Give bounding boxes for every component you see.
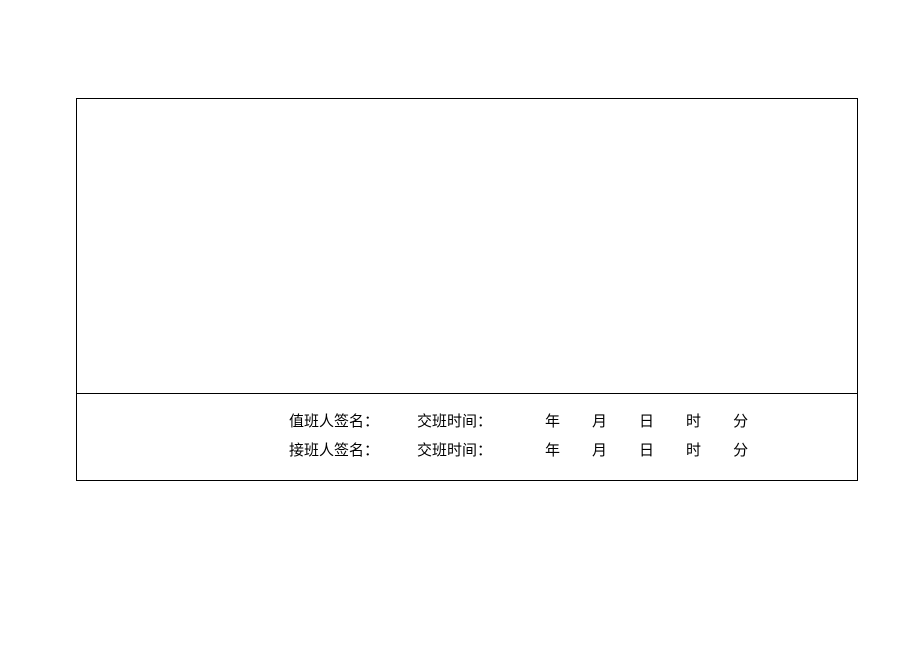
- handover-time-label-1: 交班时间：: [417, 415, 517, 430]
- hour-unit: 时: [666, 444, 713, 459]
- month-unit: 月: [572, 444, 619, 459]
- year-unit: 年: [517, 444, 572, 459]
- date-parts-1: 年 月 日 时 分: [517, 415, 760, 430]
- day-unit: 日: [619, 444, 666, 459]
- month-unit: 月: [572, 415, 619, 430]
- notes-area: [77, 99, 857, 394]
- date-parts-2: 年 月 日 时 分: [517, 444, 760, 459]
- duty-log-form: 值班人签名： 交班时间： 年 月 日 时 分 接班人签名： 交班时间： 年 月 …: [76, 98, 858, 481]
- handover-time-label-2: 交班时间：: [417, 444, 517, 459]
- minute-unit: 分: [713, 444, 760, 459]
- year-unit: 年: [517, 415, 572, 430]
- hour-unit: 时: [666, 415, 713, 430]
- duty-person-row: 值班人签名： 交班时间： 年 月 日 时 分: [77, 408, 857, 437]
- duty-signature-label: 值班人签名：: [77, 415, 417, 430]
- signature-section: 值班人签名： 交班时间： 年 月 日 时 分 接班人签名： 交班时间： 年 月 …: [77, 394, 857, 480]
- day-unit: 日: [619, 415, 666, 430]
- takeover-signature-label: 接班人签名：: [77, 444, 417, 459]
- takeover-person-row: 接班人签名： 交班时间： 年 月 日 时 分: [77, 437, 857, 466]
- minute-unit: 分: [713, 415, 760, 430]
